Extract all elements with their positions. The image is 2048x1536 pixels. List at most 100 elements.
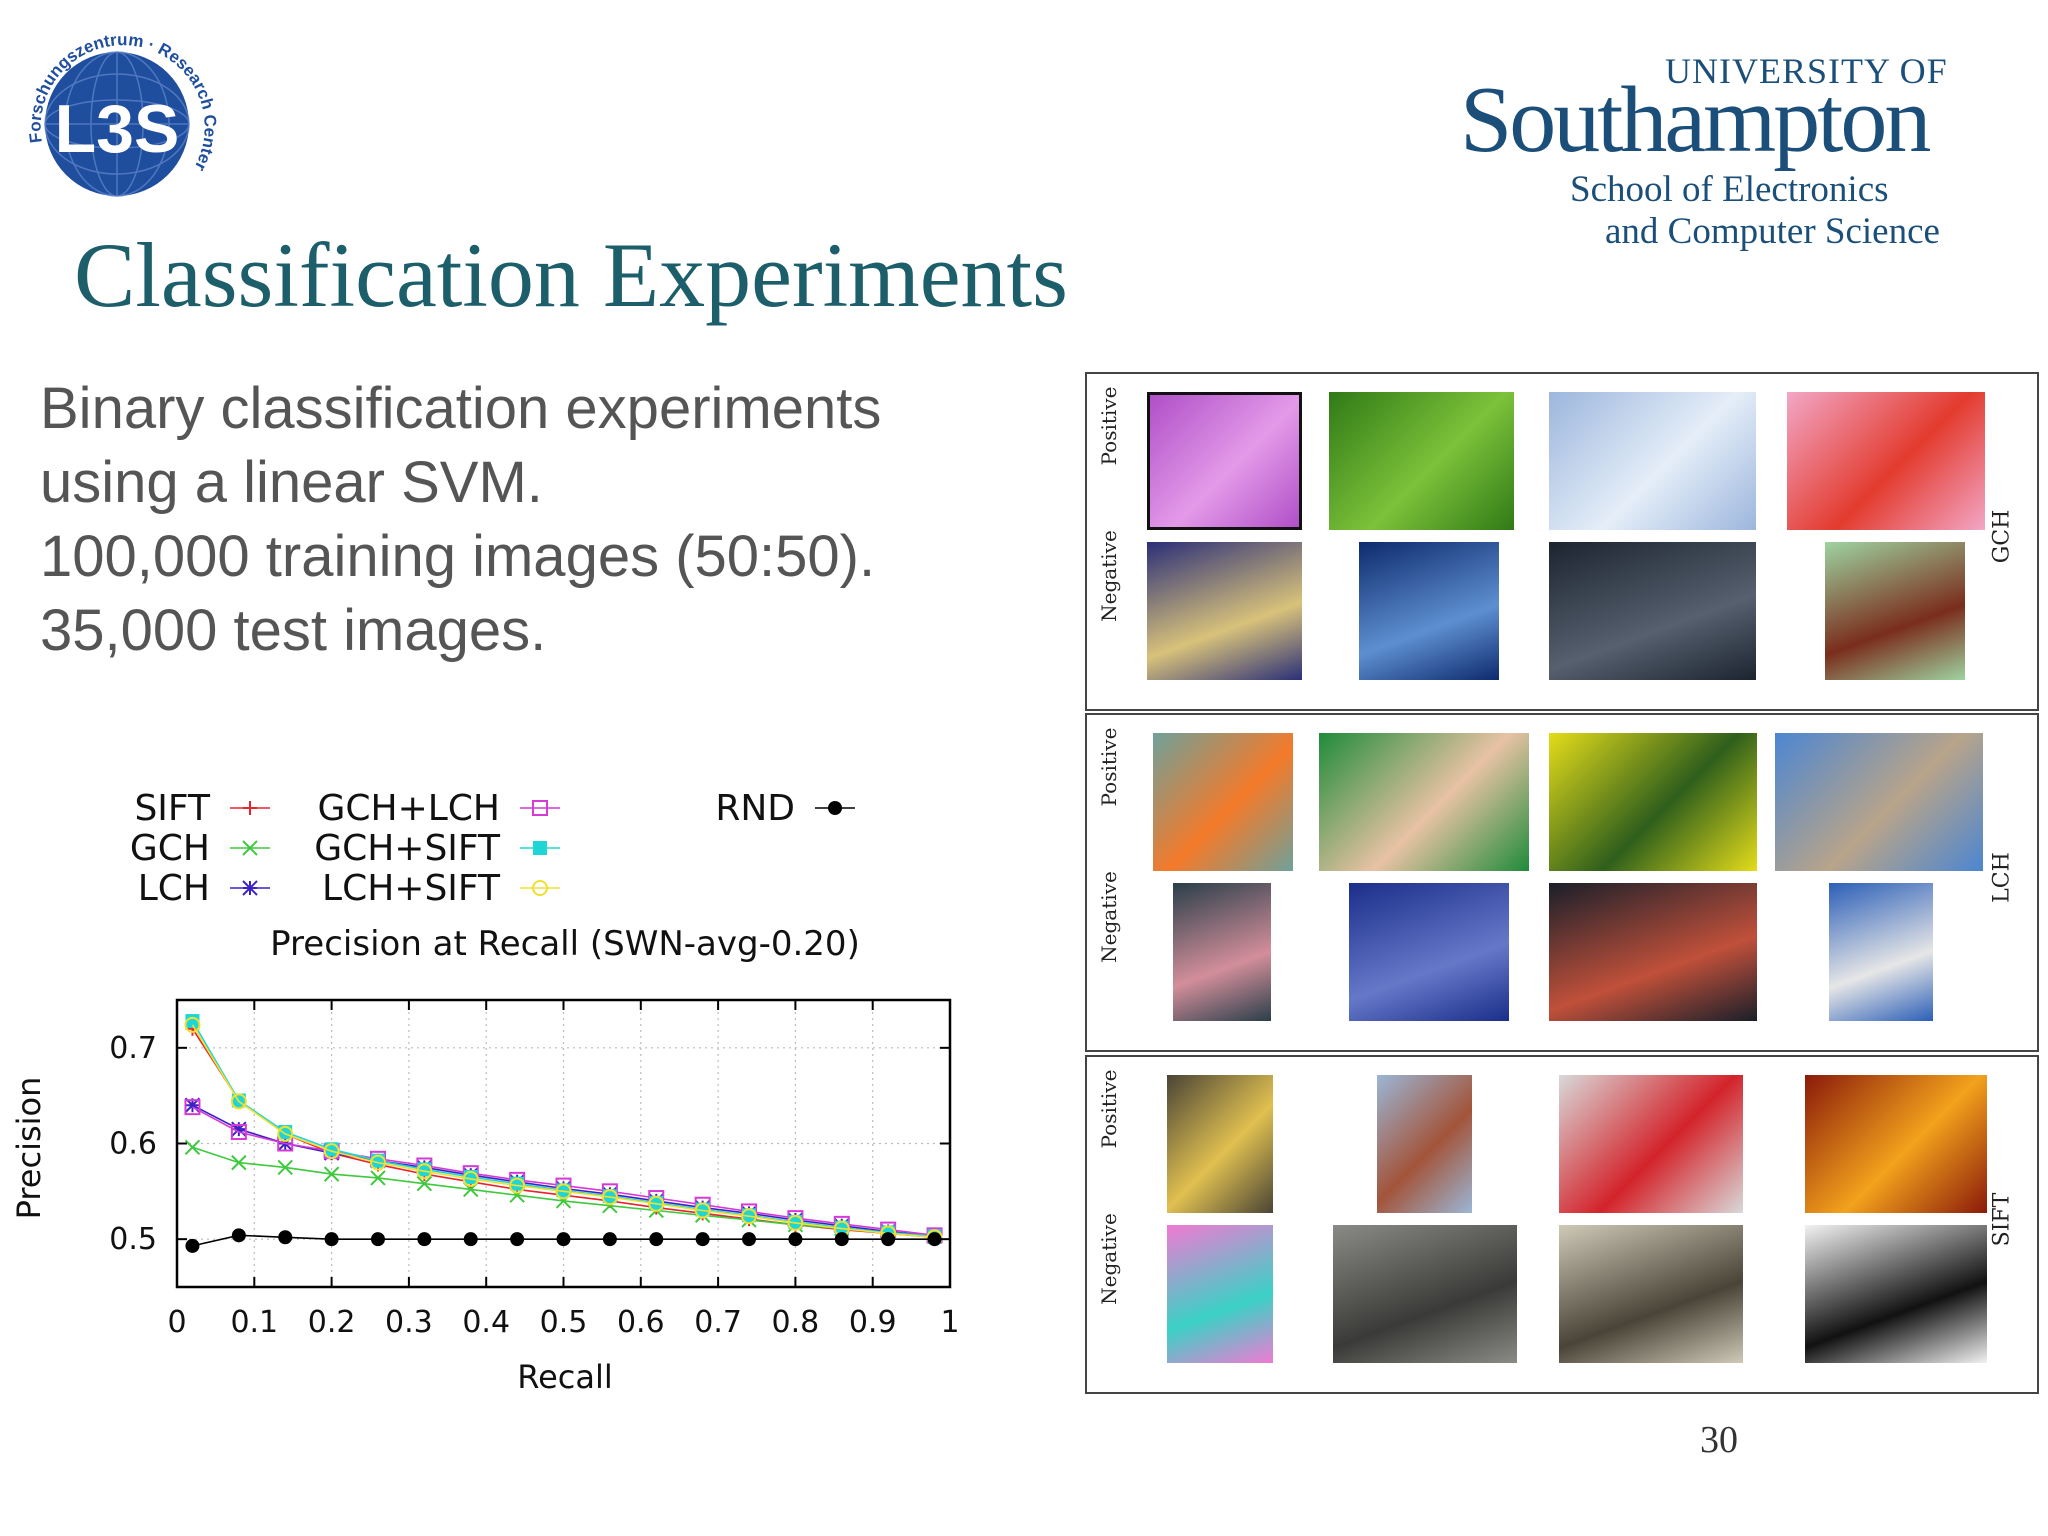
- series-lch-sift: [184, 1016, 943, 1246]
- legend-item-gch-lch: GCH+LCH: [317, 788, 560, 829]
- positive-example-image: [1153, 733, 1293, 871]
- data-point-rnd: [695, 1232, 710, 1247]
- data-point-rnd: [278, 1230, 293, 1245]
- data-point-rnd: [324, 1232, 339, 1247]
- data-point-gch-sift: [649, 1195, 664, 1210]
- x-tick-label: 1: [940, 1305, 959, 1340]
- soton-line4: and Computer Science: [1605, 211, 1940, 252]
- positive-example-image: [1549, 733, 1757, 871]
- image-panel-sift: Positive Negative SIFT: [1085, 1055, 2039, 1394]
- negative-example-image: [1829, 883, 1933, 1021]
- legend-swatch-marker: [242, 840, 258, 856]
- l3s-mark: L3S: [55, 91, 180, 167]
- data-point-lch-sift: [555, 1183, 572, 1200]
- x-tick-label: 0: [167, 1305, 186, 1340]
- legend-swatch-marker: [532, 880, 548, 896]
- positive-example-image: [1319, 733, 1529, 871]
- data-point-lch: [184, 1097, 201, 1113]
- data-point-rnd: [881, 1232, 896, 1247]
- legend-label: SIFT: [134, 788, 211, 829]
- data-point-rnd: [602, 1232, 617, 1247]
- data-point-rnd: [556, 1232, 571, 1247]
- data-point-rnd: [742, 1232, 757, 1247]
- x-axis-label: Recall: [517, 1358, 612, 1396]
- positive-example-image: [1167, 1075, 1273, 1213]
- legend-item-lch-sift: LCH+SIFT: [322, 868, 560, 909]
- y-axis-label: Precision: [10, 1077, 48, 1220]
- legend-swatch-marker: [243, 801, 257, 815]
- image-panel-gch: Positive Negative GCH: [1085, 372, 2039, 711]
- data-point-lch-sift: [601, 1189, 618, 1206]
- positive-example-image: [1805, 1075, 1987, 1213]
- southampton-logo: UNIVERSITY OF Southampton School of Elec…: [1460, 50, 1980, 260]
- data-point-lch-sift: [416, 1163, 433, 1180]
- row-label-negative: Negative: [1097, 1213, 1121, 1305]
- positive-example-image: [1775, 733, 1983, 871]
- data-point-rnd: [185, 1238, 200, 1253]
- panel-feature-label: SIFT: [1989, 1192, 2015, 1247]
- row-label-negative: Negative: [1097, 530, 1121, 622]
- data-point-gch: [416, 1175, 433, 1192]
- legend-label: GCH+SIFT: [314, 828, 501, 869]
- data-point-rnd: [510, 1232, 525, 1247]
- body-line: Binary classification experiments: [40, 376, 882, 441]
- data-point-lch: [231, 1121, 247, 1137]
- body-line: 100,000 training images (50:50).: [40, 524, 876, 589]
- data-point-gch-sift: [834, 1220, 849, 1235]
- body-text: Binary classification experiments using …: [40, 372, 1060, 668]
- chart-series: [184, 1014, 943, 1253]
- x-tick-label: 0.7: [694, 1305, 742, 1340]
- x-tick-label: 0.1: [230, 1305, 278, 1340]
- data-point-gch: [277, 1159, 293, 1176]
- negative-example-image: [1167, 1225, 1273, 1363]
- data-point-gch-sift: [742, 1208, 757, 1223]
- negative-example-image: [1549, 542, 1756, 680]
- negative-example-image: [1349, 883, 1509, 1021]
- data-point-rnd: [417, 1232, 432, 1247]
- series-line-lch-sift: [191, 1024, 935, 1239]
- x-tick-label: 0.9: [849, 1305, 897, 1340]
- soton-line3: School of Electronics: [1570, 169, 1889, 210]
- legend-item-rnd: RND: [715, 788, 855, 829]
- data-point-rnd: [463, 1232, 478, 1247]
- x-tick-label: 0.4: [462, 1305, 510, 1340]
- x-tick-label: 0.6: [617, 1305, 665, 1340]
- series-rnd: [185, 1228, 942, 1253]
- legend-label: GCH: [130, 828, 210, 869]
- data-point-gch: [231, 1154, 247, 1171]
- y-tick-label: 0.7: [109, 1031, 157, 1066]
- negative-example-image: [1359, 542, 1499, 680]
- positive-example-image: [1147, 392, 1302, 530]
- series-gch-sift: [185, 1014, 942, 1244]
- panel-feature-label: GCH: [1989, 509, 2015, 564]
- positive-example-image: [1787, 392, 1985, 530]
- data-point-gch-sift: [695, 1202, 710, 1217]
- chart-axes: 0 0.1 0.2 0.3 0.4 0.5 0.6 0.7 0.8 0.9 1 0.5 0.6 0.7: [109, 998, 960, 1340]
- data-point-rnd: [834, 1232, 849, 1247]
- x-tick-label: 0.5: [540, 1305, 588, 1340]
- soton-wordmark: Southampton: [1460, 68, 1931, 172]
- data-point-lch-sift: [230, 1093, 247, 1110]
- data-point-gch-lch: [184, 1099, 201, 1116]
- legend-label: LCH+SIFT: [322, 868, 501, 909]
- data-point-lch-sift: [462, 1170, 479, 1187]
- legend-item-gch-sift: GCH+SIFT: [314, 828, 560, 869]
- negative-example-image: [1825, 542, 1965, 680]
- y-tick-label: 0.5: [109, 1222, 157, 1257]
- positive-example-image: [1377, 1075, 1472, 1213]
- data-point-rnd: [649, 1232, 664, 1247]
- data-point-lch-sift: [184, 1016, 201, 1033]
- row-label-positive: Positive: [1097, 727, 1121, 807]
- positive-example-image: [1549, 392, 1756, 530]
- data-point-rnd: [927, 1232, 942, 1247]
- data-point-gch-sift: [602, 1189, 617, 1204]
- data-point-lch-sift: [787, 1214, 804, 1231]
- negative-example-image: [1549, 883, 1757, 1021]
- legend-swatch-marker: [533, 841, 547, 855]
- data-point-lch-sift: [277, 1125, 294, 1142]
- data-point-gch-lch: [230, 1124, 247, 1141]
- page-title: Classification Experiments: [74, 224, 1068, 326]
- legend-item-gch: GCH: [130, 828, 270, 869]
- data-point-lch-sift: [694, 1202, 711, 1219]
